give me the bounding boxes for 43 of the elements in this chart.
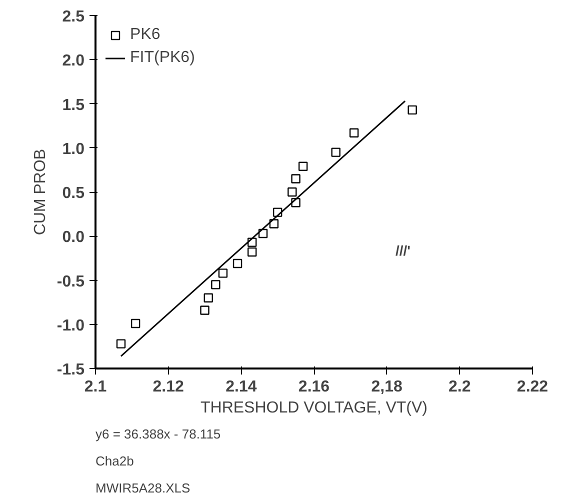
point <box>130 318 140 328</box>
x-tick-label: 2.22 <box>516 378 548 396</box>
point <box>291 198 300 208</box>
annotation: ///' <box>396 242 410 258</box>
point <box>272 208 282 217</box>
x-tick-label: 2.14 <box>226 378 257 396</box>
point <box>247 247 257 257</box>
y-tick-label: 1.0 <box>62 140 85 158</box>
point <box>349 128 359 138</box>
y-tick-label: -1.0 <box>56 317 85 334</box>
legend-label: PK6 <box>130 26 160 44</box>
y-tick-label: 2.0 <box>62 52 85 70</box>
point <box>247 238 257 247</box>
text: Cha2b <box>96 454 134 468</box>
point <box>291 174 300 184</box>
y-tick-label: 2.5 <box>62 8 85 26</box>
x-tick-label: 2,18 <box>371 378 403 396</box>
point <box>288 187 297 197</box>
x-axis-title: THRESHOLD VOLTAGE, VT(V) <box>200 400 428 416</box>
x-tick-label: 2.16 <box>298 378 330 396</box>
y-tick-label: 0.0 <box>62 229 85 246</box>
point <box>116 339 126 348</box>
y-tick-label: 0.5 <box>62 185 85 202</box>
y-tick-label: 1.5 <box>62 96 85 114</box>
point <box>269 219 279 228</box>
text: MWIR5A28.XLS <box>96 480 190 496</box>
point <box>258 228 268 238</box>
point <box>200 306 210 315</box>
x-tick-label: 2.12 <box>152 378 184 396</box>
point <box>298 162 308 172</box>
point <box>331 148 340 157</box>
y-tick-label: -1.5 <box>56 362 85 378</box>
point <box>232 258 242 268</box>
point <box>408 105 417 115</box>
point <box>204 293 213 302</box>
point <box>211 280 220 290</box>
y-tick-label: -0.5 <box>56 273 85 290</box>
legend-label: FIT(PK6) <box>130 49 195 67</box>
x-tick-label: 2.1 <box>84 378 107 396</box>
text: y6 = 36.388x - 78.115 <box>96 426 221 442</box>
x-tick-label: 2.2 <box>448 378 471 396</box>
y-axis-title: CUM PROB <box>32 148 49 236</box>
point <box>218 268 228 278</box>
